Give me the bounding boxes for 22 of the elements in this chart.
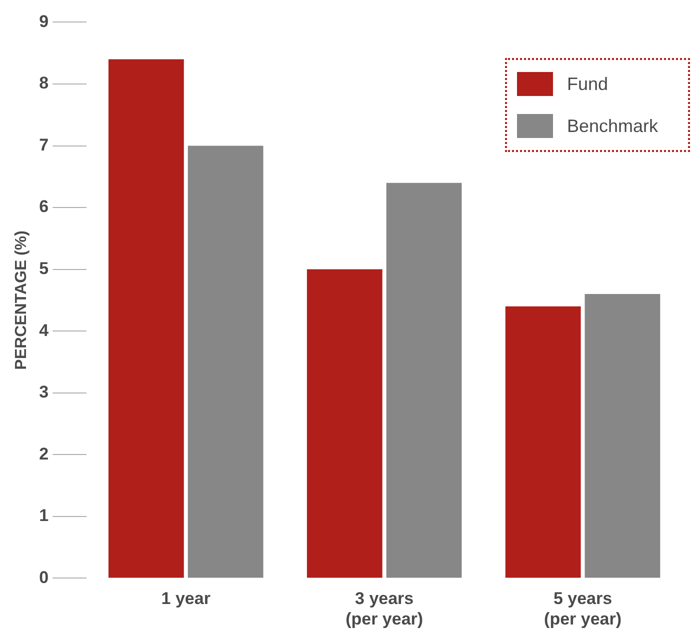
- y-tick-label: 0: [39, 568, 49, 587]
- bar: [386, 182, 462, 578]
- bar: [108, 59, 184, 578]
- y-tick-label: 7: [39, 135, 49, 154]
- y-tick-label: 4: [39, 320, 50, 340]
- bar: [584, 294, 660, 578]
- y-tick-label: 3: [39, 382, 49, 402]
- y-tick-label: 1: [39, 506, 49, 526]
- x-tick-label: 3 years (per year): [346, 589, 424, 628]
- y-tick-label: 5: [39, 259, 49, 278]
- x-tick-label: 5 years (per year): [544, 589, 622, 628]
- y-tick-label: 9: [39, 12, 49, 31]
- bar: [188, 146, 264, 578]
- y-tick-label: 8: [39, 74, 49, 93]
- legend-label: Benchmark: [566, 116, 658, 136]
- y-axis-title: PERCENTAGE (%): [13, 230, 30, 370]
- bar: [505, 306, 581, 578]
- bar: [306, 269, 382, 578]
- y-tick-label: 6: [39, 197, 49, 216]
- x-tick-label: 1 year: [161, 589, 211, 608]
- y-tick-label: 2: [39, 444, 49, 464]
- legend-label: Fund: [566, 74, 608, 94]
